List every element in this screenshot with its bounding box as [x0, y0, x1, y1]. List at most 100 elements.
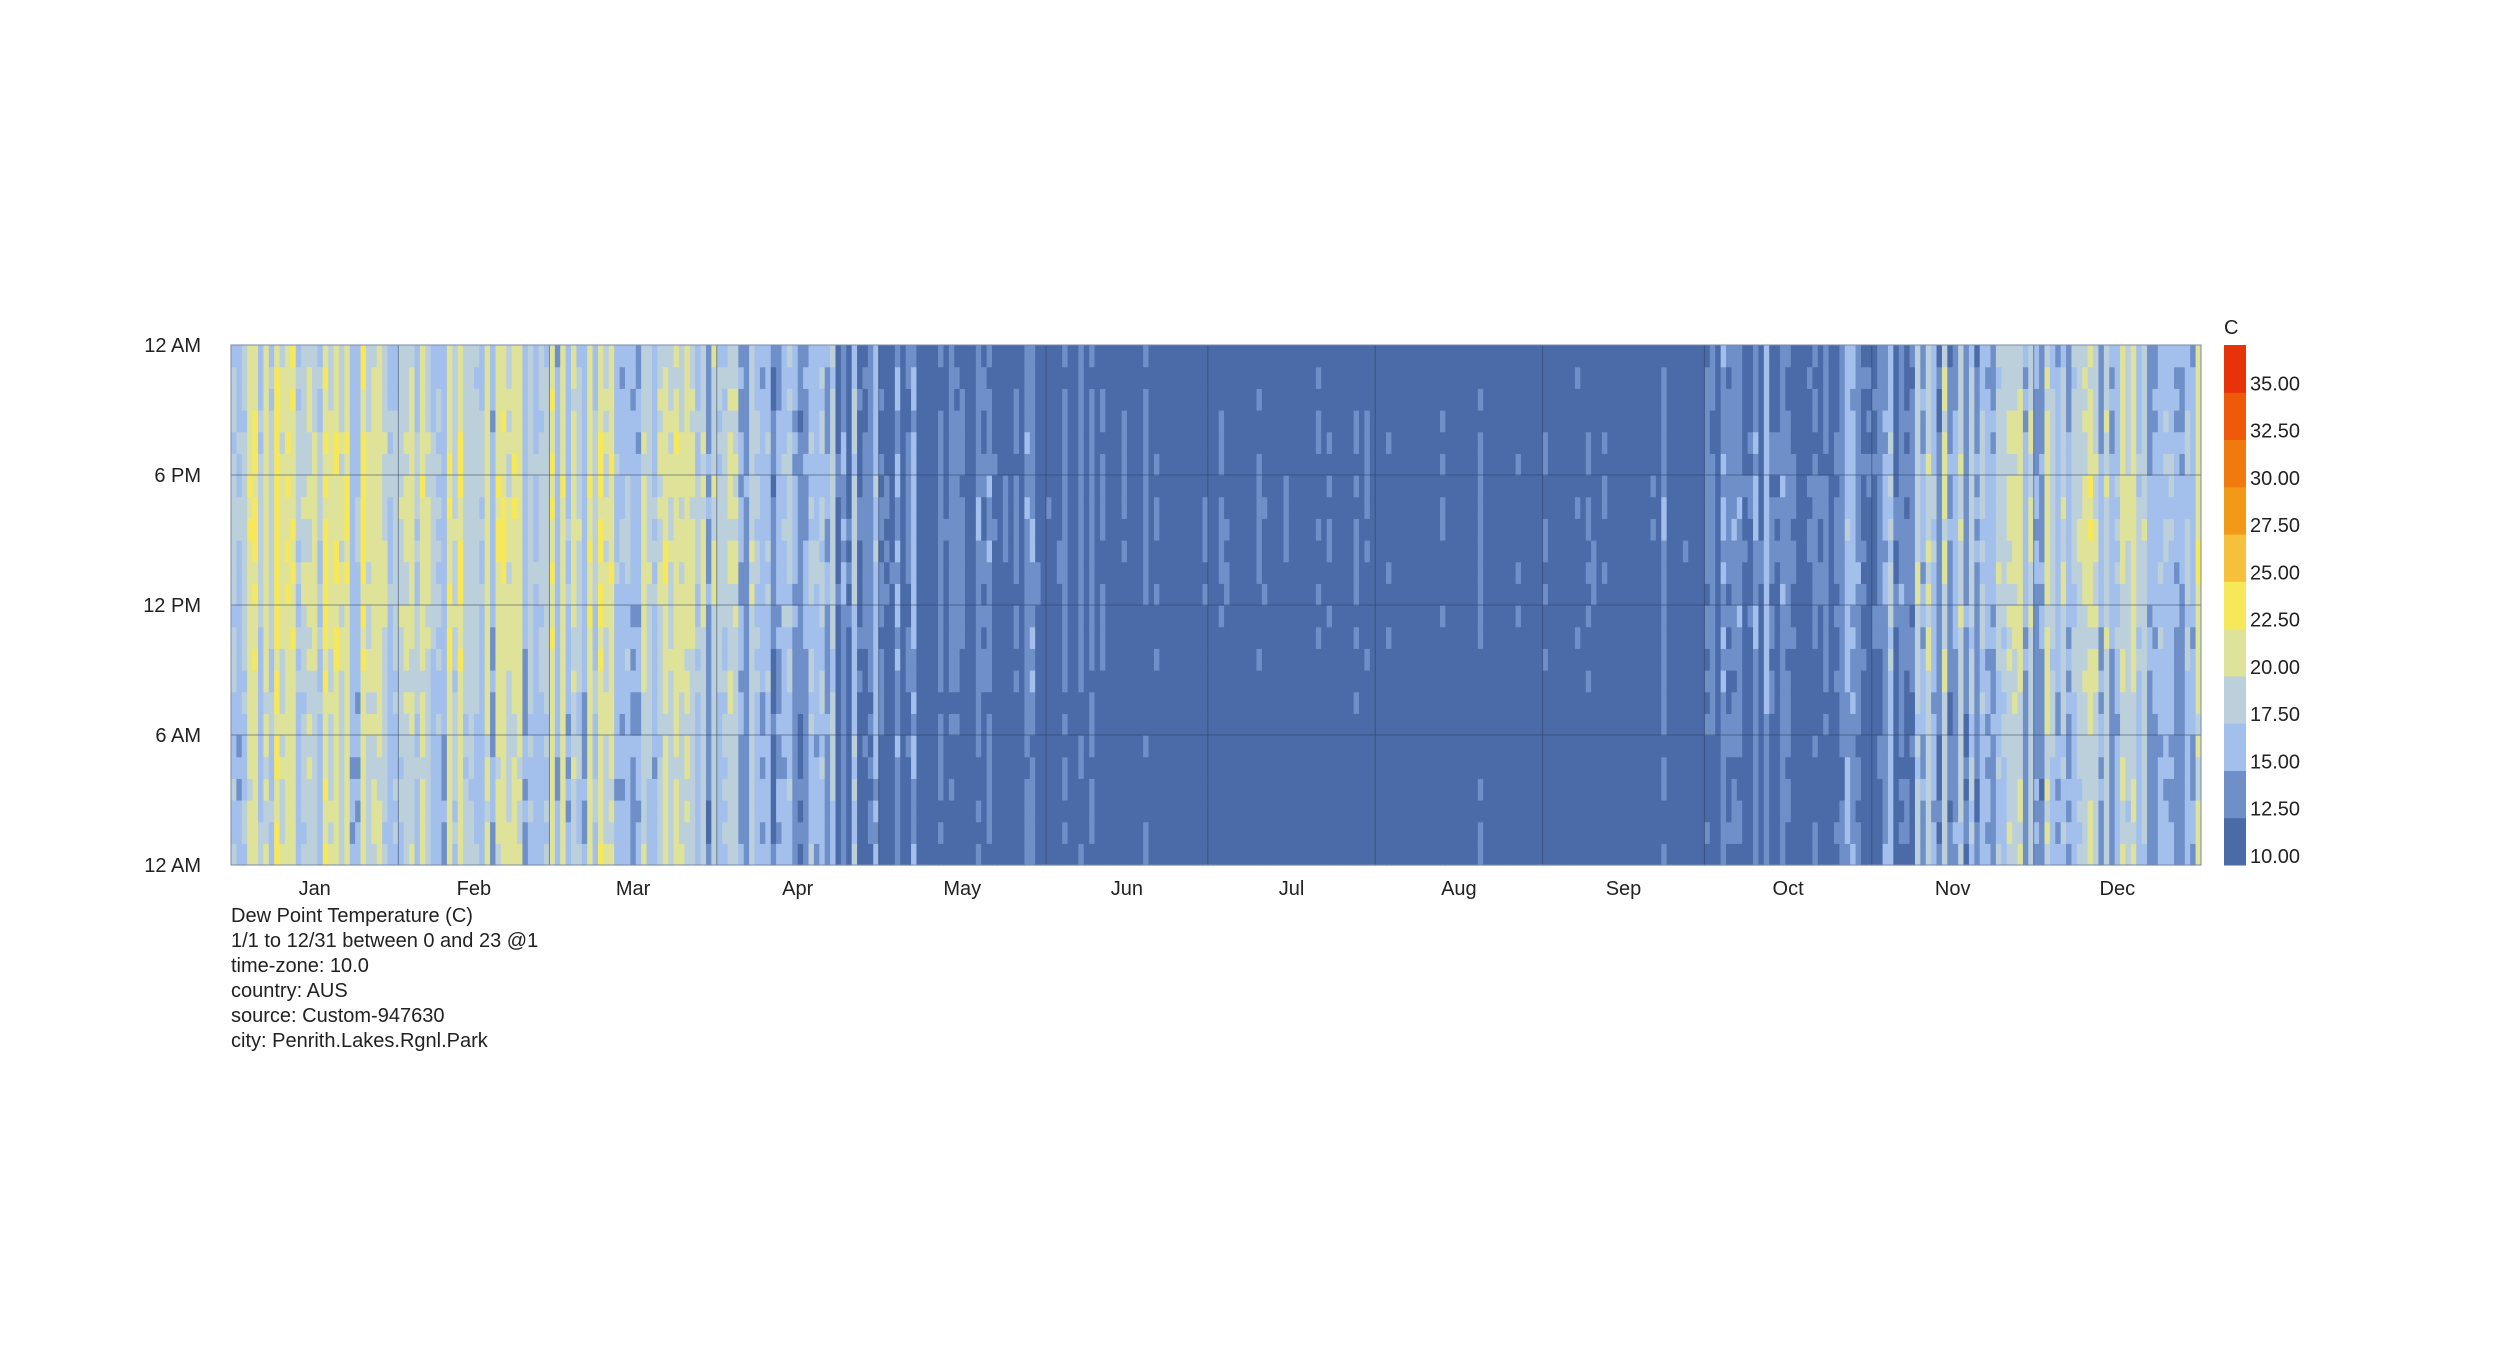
- heatmap-cell: [527, 626, 534, 649]
- heatmap-cell: [306, 496, 313, 519]
- heatmap-cell: [673, 388, 680, 411]
- heatmap-cell: [1283, 713, 1290, 736]
- heatmap-cell: [468, 431, 475, 454]
- heatmap-cell: [376, 410, 383, 433]
- heatmap-cell: [1024, 735, 1031, 758]
- heatmap-cell: [1159, 366, 1166, 389]
- heatmap-cell: [1040, 388, 1047, 411]
- heatmap-cell: [1229, 388, 1236, 411]
- heatmap-cell: [1099, 800, 1106, 823]
- heatmap-cell: [646, 670, 653, 693]
- heatmap-cell: [236, 756, 243, 779]
- heatmap-cell: [1229, 475, 1236, 498]
- heatmap-cell: [1078, 453, 1085, 476]
- heatmap-cell: [527, 496, 534, 519]
- heatmap-cell: [468, 691, 475, 714]
- heatmap-cell: [473, 583, 480, 606]
- heatmap-cell: [571, 821, 578, 844]
- heatmap-cell: [1137, 778, 1144, 801]
- heatmap-cell: [1245, 670, 1252, 693]
- heatmap-cell: [835, 475, 842, 498]
- heatmap-cell: [436, 345, 443, 368]
- heatmap-cell: [527, 475, 534, 498]
- heatmap-cell: [1159, 800, 1166, 823]
- heatmap-cell: [533, 605, 540, 628]
- heatmap-cell: [1083, 410, 1090, 433]
- heatmap-cell: [344, 345, 351, 368]
- heatmap-cell: [1105, 843, 1112, 866]
- heatmap-cell: [1348, 410, 1355, 433]
- heatmap-cell: [382, 561, 389, 584]
- heatmap-cell: [387, 388, 394, 411]
- heatmap-cell: [371, 410, 378, 433]
- heatmap-cell: [592, 540, 599, 563]
- heatmap-cell: [419, 756, 426, 779]
- heatmap-cell: [1024, 778, 1031, 801]
- heatmap-cell: [776, 518, 783, 541]
- heatmap-cell: [738, 366, 745, 389]
- heatmap-cell: [317, 518, 324, 541]
- heatmap-cell: [1180, 800, 1187, 823]
- heatmap-cell: [678, 388, 685, 411]
- heatmap-cell: [684, 778, 691, 801]
- heatmap-cell: [490, 431, 497, 454]
- heatmap-cell: [468, 453, 475, 476]
- heatmap-cell: [1153, 540, 1160, 563]
- heatmap-cell: [959, 843, 966, 866]
- heatmap-cell: [695, 345, 702, 368]
- heatmap-cell: [473, 345, 480, 368]
- heatmap-cell: [1278, 388, 1285, 411]
- heatmap-cell: [1029, 778, 1036, 801]
- heatmap-cell: [468, 518, 475, 541]
- heatmap-cell: [571, 496, 578, 519]
- heatmap-cell: [970, 345, 977, 368]
- heatmap-cell: [900, 583, 907, 606]
- heatmap-cell: [484, 800, 491, 823]
- heatmap-cell: [678, 778, 685, 801]
- heatmap-cell: [846, 670, 853, 693]
- heatmap-cell: [1310, 561, 1317, 584]
- heatmap-cell: [630, 821, 637, 844]
- heatmap-cell: [409, 713, 416, 736]
- heatmap-cell: [1353, 778, 1360, 801]
- heatmap-cell: [716, 583, 723, 606]
- heatmap-cell: [743, 388, 750, 411]
- heatmap-cell: [970, 518, 977, 541]
- heatmap-cell: [1272, 475, 1279, 498]
- heatmap-cell: [1197, 843, 1204, 866]
- heatmap-cell: [457, 778, 464, 801]
- heatmap-cell: [409, 626, 416, 649]
- heatmap-cell: [1332, 821, 1339, 844]
- heatmap-cell: [355, 626, 362, 649]
- heatmap-cell: [306, 583, 313, 606]
- heatmap-cell: [862, 735, 869, 758]
- heatmap-cell: [1078, 518, 1085, 541]
- heatmap-cell: [446, 366, 453, 389]
- heatmap-cell: [873, 583, 880, 606]
- heatmap-cell: [473, 366, 480, 389]
- heatmap-cell: [695, 778, 702, 801]
- heatmap-cell: [1229, 605, 1236, 628]
- heatmap-cell: [765, 626, 772, 649]
- heatmap-cell: [311, 605, 318, 628]
- heatmap-cell: [430, 843, 437, 866]
- heatmap-cell: [500, 431, 507, 454]
- heatmap-cell: [1137, 626, 1144, 649]
- heatmap-cell: [1299, 843, 1306, 866]
- heatmap-cell: [560, 648, 567, 671]
- heatmap-cell: [997, 843, 1004, 866]
- heatmap-cell: [349, 366, 356, 389]
- heatmap-cell: [662, 691, 669, 714]
- heatmap-cell: [549, 756, 556, 779]
- heatmap-cell: [263, 583, 270, 606]
- heatmap-cell: [1310, 735, 1317, 758]
- heatmap-cell: [1197, 583, 1204, 606]
- heatmap-cell: [830, 605, 837, 628]
- heatmap-cell: [1008, 605, 1015, 628]
- heatmap-cell: [813, 496, 820, 519]
- heatmap-cell: [549, 691, 556, 714]
- heatmap-cell: [1094, 756, 1101, 779]
- heatmap-cell: [1197, 496, 1204, 519]
- heatmap-cell: [1251, 605, 1258, 628]
- heatmap-cell: [322, 670, 329, 693]
